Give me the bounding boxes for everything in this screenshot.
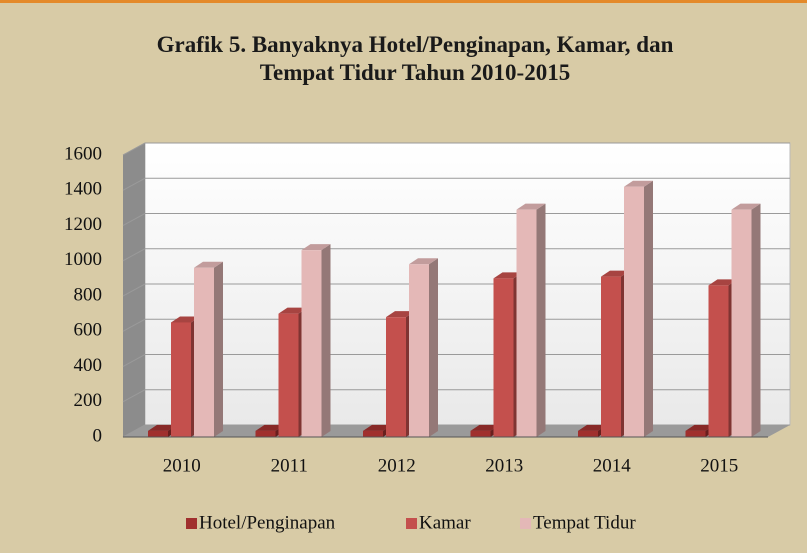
bar-top: [409, 258, 438, 265]
x-tick-label: 2012: [378, 455, 416, 476]
bar-top: [363, 424, 392, 431]
y-tick-label: 600: [74, 320, 103, 341]
bar: [255, 430, 276, 437]
bar: [731, 209, 752, 437]
bar: [578, 430, 598, 437]
bar-side: [321, 244, 331, 437]
bar: [601, 276, 621, 437]
chart: 0 200 400 600 800 1000 1200 1400 1600 2010 2011 201…: [64, 142, 791, 533]
bar-top: [685, 424, 715, 431]
bar: [386, 317, 406, 437]
bar-top: [255, 424, 285, 431]
grid-line: [122, 177, 146, 191]
x-tick-label: 2013: [485, 455, 523, 476]
grid-line: [122, 389, 146, 403]
legend-label: Hotel/Penginapan: [199, 512, 336, 533]
bar: [363, 430, 383, 437]
y-tick-label: 1600: [64, 143, 102, 164]
grid-line: [122, 248, 146, 262]
legend-label: Tempat Tidur: [533, 512, 636, 533]
bar-top: [578, 424, 607, 431]
y-tick-label: 200: [74, 390, 103, 411]
bar: [171, 322, 191, 437]
bar-top: [470, 424, 500, 431]
bar-top: [194, 261, 223, 268]
legend-swatch: [406, 518, 417, 529]
bar-side: [429, 258, 438, 437]
bar-side: [644, 180, 653, 437]
legend-swatch: [186, 518, 197, 529]
grid-line: [122, 354, 146, 367]
x-tick-label: 2015: [700, 455, 738, 476]
bar: [516, 209, 537, 437]
grid-line: [122, 318, 146, 332]
chart-title: Grafik 5. Banyaknya Hotel/Penginapan, Ka…: [156, 32, 674, 85]
grid-line: [122, 213, 146, 226]
bar-top: [516, 203, 546, 210]
bar: [685, 430, 706, 437]
y-tick-label: 0: [93, 425, 103, 446]
y-tick-label: 1200: [64, 214, 102, 235]
bar-top: [171, 316, 200, 323]
bar-top: [301, 244, 331, 251]
bar: [409, 264, 429, 437]
legend-swatch: [520, 518, 531, 529]
bar: [493, 278, 514, 437]
bar: [624, 186, 644, 437]
x-tick-label: 2011: [271, 455, 308, 476]
bar-top: [148, 424, 177, 431]
legend-label: Kamar: [419, 512, 471, 533]
bar-top: [624, 180, 653, 187]
bar-side: [536, 203, 546, 437]
bar-top: [493, 272, 523, 279]
y-tick-label: 1000: [64, 249, 102, 270]
bar: [148, 430, 168, 437]
x-tick-label: 2010: [163, 455, 201, 476]
y-tick-label: 400: [74, 355, 103, 376]
grid-line: [122, 283, 146, 297]
y-tick-label: 1400: [64, 179, 102, 200]
bar-side: [751, 203, 761, 437]
y-tick-label: 800: [74, 284, 103, 305]
bar-top: [708, 279, 738, 286]
grid-line: [122, 142, 146, 156]
bar-top: [601, 270, 630, 277]
bar: [301, 250, 322, 437]
grid-line: [122, 424, 146, 438]
bar: [278, 313, 299, 437]
bar-top: [731, 203, 761, 210]
bar: [708, 285, 729, 437]
bar: [470, 430, 491, 437]
bar-top: [278, 307, 308, 314]
bar: [194, 267, 214, 437]
bar-side: [214, 261, 223, 437]
bar-top: [386, 311, 415, 318]
x-tick-label: 2014: [593, 455, 632, 476]
